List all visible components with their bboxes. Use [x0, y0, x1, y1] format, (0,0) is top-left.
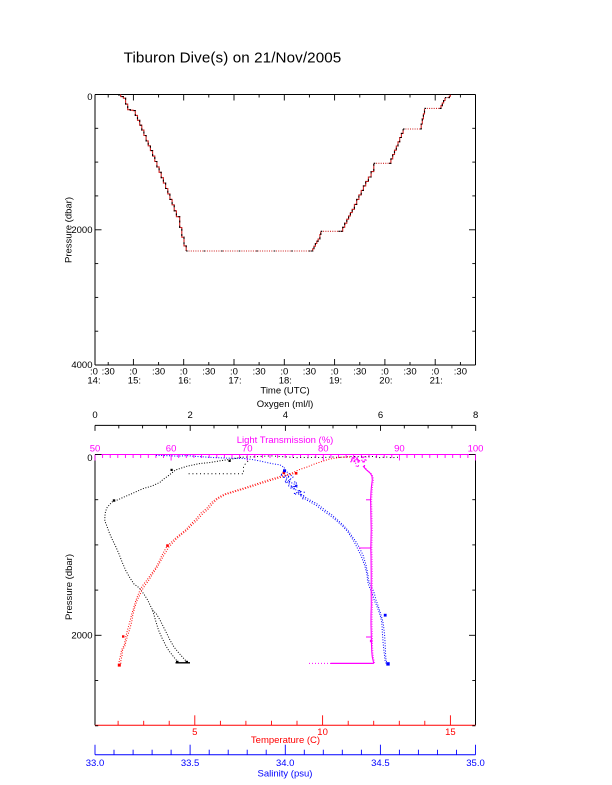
svg-text::30: :30 — [353, 366, 366, 377]
svg-text:19:: 19: — [329, 376, 342, 387]
svg-text:17:: 17: — [228, 376, 241, 387]
svg-text::30: :30 — [102, 366, 115, 377]
svg-text:2000: 2000 — [71, 631, 92, 642]
svg-text:34.5: 34.5 — [371, 758, 390, 769]
svg-text:0: 0 — [92, 410, 97, 421]
svg-text::0: :0 — [129, 366, 137, 377]
svg-text:33.0: 33.0 — [86, 758, 105, 769]
svg-text:90: 90 — [394, 444, 405, 455]
svg-text:Pressure (dbar): Pressure (dbar) — [64, 554, 75, 620]
svg-text:70: 70 — [242, 444, 253, 455]
svg-text::30: :30 — [152, 366, 165, 377]
svg-text:15:: 15: — [128, 376, 141, 387]
svg-text:10: 10 — [317, 727, 328, 738]
svg-text::30: :30 — [303, 366, 316, 377]
svg-text::0: :0 — [331, 366, 339, 377]
svg-text::30: :30 — [202, 366, 215, 377]
svg-text:Light Transmission (%): Light Transmission (%) — [237, 435, 334, 446]
svg-text:8: 8 — [473, 410, 478, 421]
svg-text::30: :30 — [252, 366, 265, 377]
svg-text:4: 4 — [283, 410, 288, 421]
svg-text:100: 100 — [468, 444, 484, 455]
svg-text::0: :0 — [90, 366, 98, 377]
svg-text:35.0: 35.0 — [466, 758, 485, 769]
svg-text:60: 60 — [166, 444, 177, 455]
svg-text::30: :30 — [454, 366, 467, 377]
svg-text:21:: 21: — [430, 376, 443, 387]
svg-text::30: :30 — [403, 366, 416, 377]
svg-text::0: :0 — [230, 366, 238, 377]
svg-text:34.0: 34.0 — [276, 758, 295, 769]
svg-text::0: :0 — [280, 366, 288, 377]
svg-text:50: 50 — [90, 444, 101, 455]
svg-text:6: 6 — [378, 410, 383, 421]
svg-text:4000: 4000 — [71, 360, 92, 371]
svg-text:Tiburon Dive(s) on 21/Nov/2005: Tiburon Dive(s) on 21/Nov/2005 — [124, 50, 342, 67]
svg-text:0: 0 — [87, 92, 92, 103]
svg-text:33.5: 33.5 — [181, 758, 200, 769]
svg-text:18:: 18: — [279, 376, 292, 387]
svg-text:Pressure (dbar): Pressure (dbar) — [64, 197, 75, 263]
svg-text:80: 80 — [318, 444, 329, 455]
svg-text:16:: 16: — [178, 376, 191, 387]
svg-text::0: :0 — [180, 366, 188, 377]
svg-text:Temperature (C): Temperature (C) — [251, 735, 320, 746]
svg-text:Oxygen (ml/l): Oxygen (ml/l) — [257, 399, 313, 410]
svg-text:14:: 14: — [87, 376, 100, 387]
svg-text:15: 15 — [445, 727, 456, 738]
svg-text::0: :0 — [431, 366, 439, 377]
svg-text:5: 5 — [192, 727, 197, 738]
svg-text::0: :0 — [381, 366, 389, 377]
svg-text:Time (UTC): Time (UTC) — [260, 386, 309, 397]
svg-text:2000: 2000 — [71, 225, 92, 236]
svg-text:2: 2 — [188, 410, 193, 421]
svg-text:20:: 20: — [379, 376, 392, 387]
svg-text:Salinity (psu): Salinity (psu) — [258, 768, 313, 779]
svg-text:0: 0 — [87, 453, 92, 464]
